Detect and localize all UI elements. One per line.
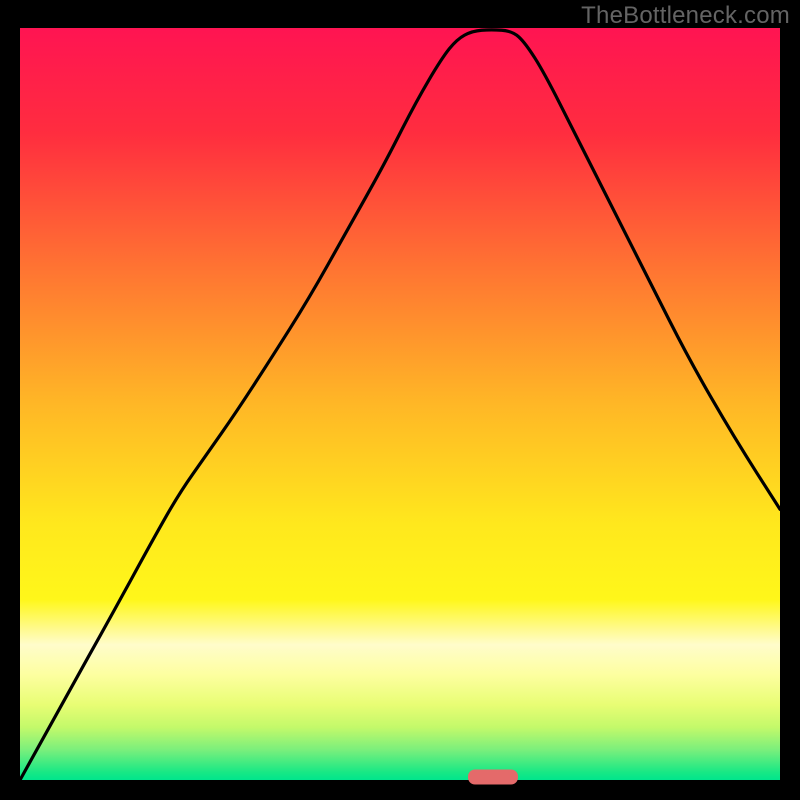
optimal-marker [468,769,518,784]
plot-area [20,28,780,780]
chart-frame: TheBottleneck.com [0,0,800,800]
bottleneck-curve [20,28,780,780]
curve-path [20,30,780,780]
watermark-text: TheBottleneck.com [581,2,790,30]
